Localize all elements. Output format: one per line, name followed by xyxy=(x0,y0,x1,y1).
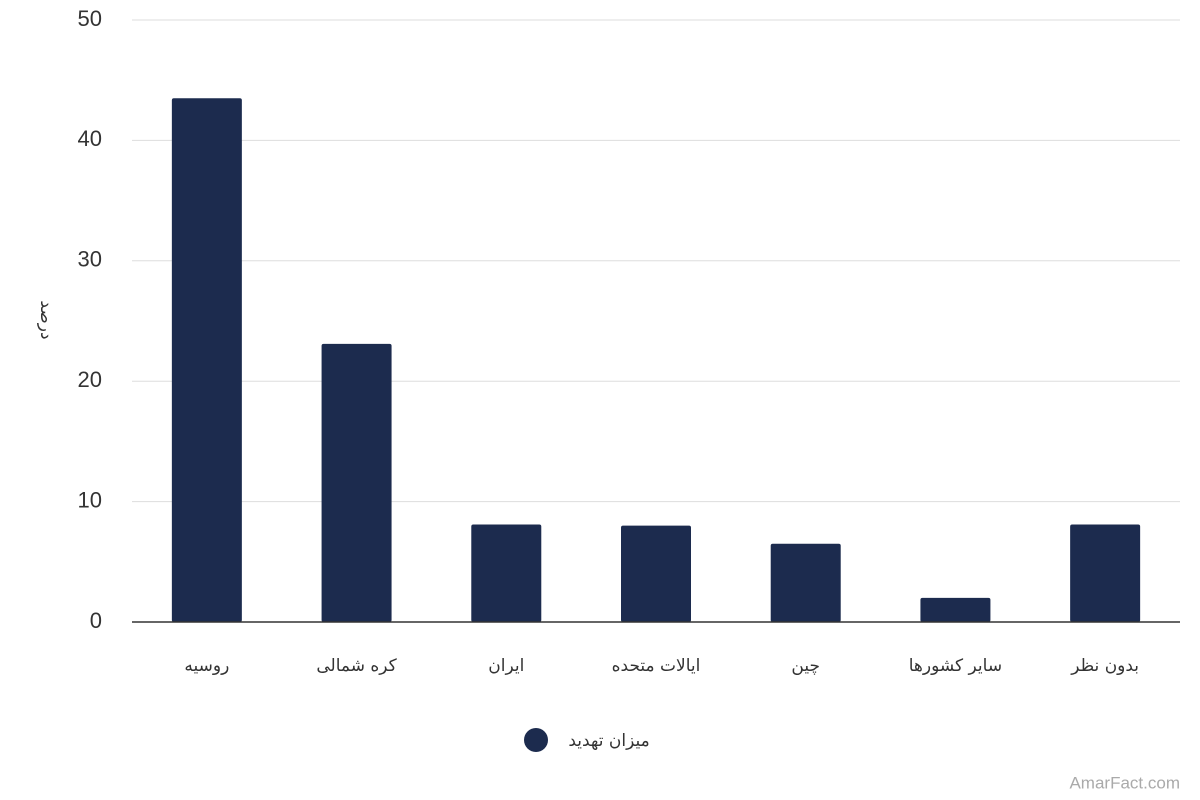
bar xyxy=(770,543,841,622)
legend-marker xyxy=(524,728,548,752)
x-tick-label: سایر کشورها xyxy=(909,656,1002,676)
x-tick-label: بدون نظر xyxy=(1070,656,1139,676)
bar xyxy=(621,525,691,622)
bar xyxy=(171,98,242,622)
y-tick-label: 10 xyxy=(78,487,102,512)
y-tick-label: 0 xyxy=(90,608,102,633)
x-tick-label: روسیه xyxy=(184,656,229,676)
y-tick-label: 20 xyxy=(78,367,102,392)
x-tick-label: ایالات متحده xyxy=(612,656,701,676)
bar xyxy=(471,524,542,622)
bar xyxy=(920,597,991,622)
y-tick-label: 40 xyxy=(78,126,102,151)
y-tick-label: 30 xyxy=(78,247,102,272)
bar xyxy=(321,343,392,622)
y-tick-label: 50 xyxy=(78,6,102,31)
watermark: AmarFact.com xyxy=(1069,773,1180,792)
legend-label: میزان تهدید xyxy=(568,731,649,751)
bar xyxy=(1070,524,1141,622)
x-tick-label: چین xyxy=(791,656,820,676)
x-tick-label: ایران xyxy=(488,656,524,676)
x-tick-label: کره شمالی xyxy=(316,656,397,676)
y-axis-title: درصد xyxy=(36,300,56,339)
